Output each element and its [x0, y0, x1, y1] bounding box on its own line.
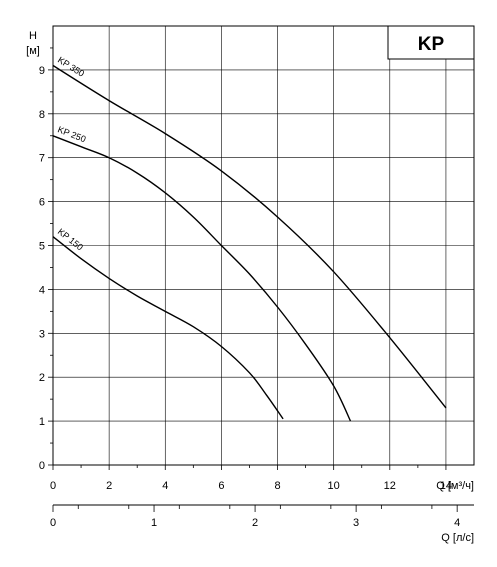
x2-tick-label: 0 — [50, 517, 56, 529]
y-tick-label: 3 — [39, 328, 45, 340]
y-tick-label: 7 — [39, 153, 45, 165]
series-line-kp-350 — [52, 64, 447, 409]
x2-axis-label: Q [л/с] — [441, 532, 474, 544]
y-tick-label: 1 — [39, 416, 45, 428]
x2-tick-label: 3 — [353, 517, 359, 529]
y-axis-symbol: H — [29, 30, 37, 42]
series-label-kp-350: KP 350 — [56, 55, 86, 79]
x2-tick-label: 1 — [151, 517, 157, 529]
y-tick-label: 8 — [39, 109, 45, 121]
x-tick-label: 12 — [384, 480, 396, 492]
series-label-kp-250: KP 250 — [56, 124, 87, 144]
y-tick-label: 6 — [39, 197, 45, 209]
badge-frame — [387, 25, 475, 60]
series-line-kp-150 — [52, 236, 284, 420]
y-tick-label: 9 — [39, 65, 45, 77]
y-tick-label: 5 — [39, 241, 45, 253]
x2-tick-label: 2 — [252, 517, 258, 529]
x-tick-label: 0 — [50, 480, 56, 492]
x-tick-label: 10 — [328, 480, 340, 492]
x-tick-label: 2 — [106, 480, 112, 492]
y-tick-label: 2 — [39, 372, 45, 384]
badge-label: KP — [418, 34, 445, 55]
y-tick-label: 0 — [39, 460, 45, 472]
badge: KP — [387, 25, 475, 60]
x-tick-label: 14 — [440, 480, 452, 492]
series-line-kp-250 — [52, 135, 352, 422]
x2-tick-label: 4 — [454, 517, 460, 529]
series-label-kp-150: KP 150 — [56, 226, 85, 252]
grid — [53, 26, 474, 465]
x-tick-label: 6 — [218, 480, 224, 492]
x-tick-label: 4 — [162, 480, 168, 492]
series-layer: KP 350 KP 250 KP 150 — [52, 55, 447, 422]
y-tick-label: 4 — [39, 284, 45, 296]
x-tick-label: 8 — [274, 480, 280, 492]
y-axis-unit: [м] — [26, 45, 40, 57]
x-axis-label: Q [м³/ч] — [436, 480, 474, 492]
